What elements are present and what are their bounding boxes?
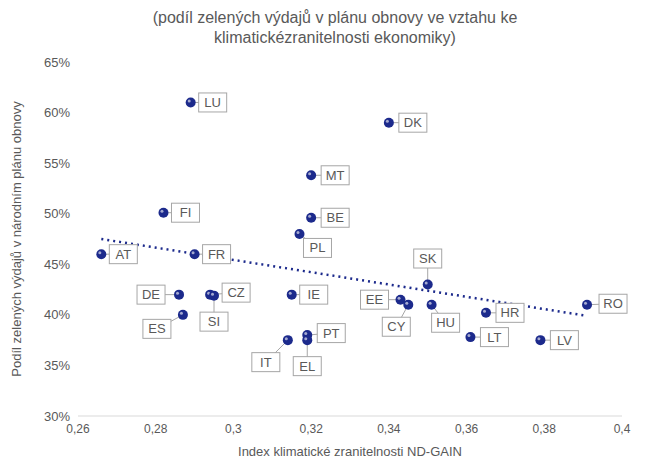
svg-text:CZ: CZ (227, 285, 244, 300)
svg-text:IE: IE (308, 287, 321, 302)
svg-text:0,38: 0,38 (533, 422, 557, 436)
svg-text:RO: RO (603, 296, 623, 311)
svg-text:SK: SK (419, 251, 437, 266)
svg-text:CY: CY (387, 319, 405, 334)
svg-text:PL: PL (310, 240, 326, 255)
svg-text:0,26: 0,26 (66, 421, 90, 436)
svg-text:40%: 40% (44, 307, 70, 322)
svg-text:Podíl zelených výdajů v národn: Podíl zelených výdajů v národním plánu o… (9, 101, 24, 377)
svg-text:30%: 30% (44, 409, 70, 424)
svg-text:0,34: 0,34 (377, 422, 401, 436)
svg-text:DE: DE (142, 287, 160, 302)
svg-text:SI: SI (208, 314, 220, 329)
svg-text:0,32: 0,32 (299, 422, 323, 436)
svg-text:65%: 65% (44, 55, 70, 70)
svg-text:FR: FR (208, 247, 225, 262)
svg-text:0,3: 0,3 (225, 422, 242, 436)
svg-text:LT: LT (487, 330, 501, 345)
svg-text:50%: 50% (44, 206, 70, 221)
svg-text:EL: EL (299, 359, 315, 374)
html-text:(podíl zelených výdajů v plánu: (podíl zelených výdajů v plánu obnovy ve… (152, 9, 518, 46)
svg-text:IT: IT (260, 355, 272, 370)
svg-text:BE: BE (326, 210, 344, 225)
svg-text:FI: FI (180, 205, 192, 220)
svg-text:0,4: 0,4 (614, 422, 631, 436)
svg-text:LU: LU (204, 95, 221, 110)
svg-text:EE: EE (366, 292, 384, 307)
svg-text:60%: 60% (44, 105, 70, 120)
svg-text:Index klimatické zranitelnosti: Index klimatické zranitelnosti ND-GAIN (238, 444, 462, 459)
svg-text:LV: LV (557, 333, 572, 348)
svg-text:AT: AT (115, 247, 131, 262)
svg-text:0,28: 0,28 (144, 422, 168, 436)
svg-text:PT: PT (323, 326, 340, 341)
svg-text:45%: 45% (44, 257, 70, 272)
svg-text:0,36: 0,36 (455, 422, 479, 436)
svg-text:ES: ES (148, 321, 166, 336)
svg-text:35%: 35% (44, 358, 70, 373)
svg-text:MT: MT (326, 168, 345, 183)
svg-text:DK: DK (404, 115, 422, 130)
svg-text:HU: HU (436, 315, 455, 330)
svg-text:HR: HR (501, 305, 520, 320)
svg-text:55%: 55% (44, 156, 70, 171)
